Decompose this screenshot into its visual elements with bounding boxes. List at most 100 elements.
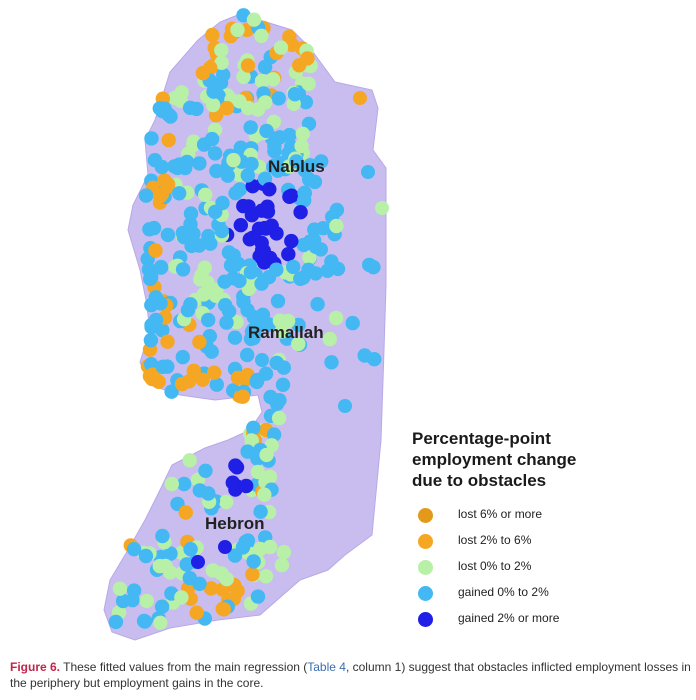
employment-dot xyxy=(259,447,274,463)
employment-dot xyxy=(183,542,198,557)
city-label-nablus: Nablus xyxy=(268,157,325,176)
employment-dot xyxy=(179,557,194,572)
employment-dot xyxy=(137,614,153,629)
employment-dot xyxy=(322,331,337,347)
employment-dot xyxy=(201,312,216,328)
legend: Percentage-point employment change due t… xyxy=(412,428,692,633)
employment-dot xyxy=(145,367,160,382)
employment-dot xyxy=(291,336,306,352)
employment-dot xyxy=(233,218,248,233)
employment-dot xyxy=(338,399,352,413)
legend-label: lost 0% to 2% xyxy=(458,559,532,573)
employment-dot xyxy=(155,528,170,544)
employment-dot xyxy=(184,238,199,254)
employment-dot xyxy=(138,188,154,203)
employment-dot xyxy=(287,87,303,102)
employment-dot xyxy=(203,236,218,251)
legend-item-lost-0-to-2: lost 0% to 2% xyxy=(412,555,692,581)
employment-dot xyxy=(152,558,167,574)
employment-dot xyxy=(246,554,261,569)
employment-dot xyxy=(144,131,159,146)
employment-dot xyxy=(153,260,169,275)
employment-dot xyxy=(244,156,259,172)
employment-dot xyxy=(267,139,282,154)
employment-dot xyxy=(269,396,285,411)
employment-dot xyxy=(152,189,168,204)
employment-dot xyxy=(329,218,344,234)
employment-dot xyxy=(314,154,329,169)
employment-dot xyxy=(216,67,231,83)
employment-dot xyxy=(345,315,360,331)
table-reference-link[interactable]: Table 4 xyxy=(307,660,346,674)
employment-dot xyxy=(230,370,246,385)
employment-dot xyxy=(262,182,277,197)
employment-dot xyxy=(293,271,308,286)
employment-dot xyxy=(219,494,234,510)
employment-dot xyxy=(195,65,211,81)
employment-dot xyxy=(160,334,175,349)
employment-dot xyxy=(361,165,375,179)
employment-dot xyxy=(274,324,289,339)
employment-dot xyxy=(259,123,274,139)
legend-swatch xyxy=(418,534,433,549)
employment-dot xyxy=(220,168,235,183)
city-label-hebron: Hebron xyxy=(205,514,265,533)
employment-dot xyxy=(182,100,198,116)
employment-dot xyxy=(265,72,281,87)
employment-dot xyxy=(281,247,296,262)
employment-dot xyxy=(297,163,312,178)
employment-dot xyxy=(240,168,255,183)
employment-dot xyxy=(233,140,248,155)
employment-dot xyxy=(176,476,192,492)
employment-dot xyxy=(252,541,268,557)
legend-label: lost 2% to 6% xyxy=(458,533,532,547)
employment-dot xyxy=(241,281,256,296)
employment-dot xyxy=(209,163,224,179)
employment-dot xyxy=(225,475,240,490)
legend-label: gained 0% to 2% xyxy=(458,585,549,599)
employment-dot xyxy=(294,138,309,154)
employment-dot xyxy=(192,156,207,171)
employment-dot xyxy=(300,51,315,66)
employment-dot xyxy=(227,330,243,345)
employment-dot xyxy=(215,195,230,211)
employment-dot xyxy=(214,43,229,58)
employment-dot xyxy=(198,463,213,478)
employment-dot xyxy=(270,163,285,178)
employment-dot xyxy=(228,186,243,201)
employment-dot xyxy=(240,444,255,459)
employment-dot xyxy=(324,355,339,370)
employment-dot xyxy=(240,347,255,363)
employment-dot xyxy=(153,615,168,630)
employment-dot xyxy=(221,245,237,260)
legend-swatch xyxy=(418,586,433,601)
employment-dot xyxy=(207,146,223,161)
employment-dot xyxy=(201,486,216,501)
employment-dot xyxy=(126,542,142,557)
employment-dot xyxy=(207,365,222,380)
employment-dot xyxy=(245,230,261,245)
employment-dot xyxy=(146,220,162,236)
employment-dot xyxy=(298,95,314,110)
employment-dot xyxy=(144,269,159,285)
employment-dot xyxy=(196,287,211,302)
employment-dot xyxy=(232,273,247,289)
employment-dot xyxy=(155,103,170,119)
legend-swatch xyxy=(418,560,433,575)
employment-dot xyxy=(271,91,286,106)
employment-dot xyxy=(254,28,269,43)
employment-dot xyxy=(245,567,260,582)
employment-dot xyxy=(235,389,251,404)
employment-dot xyxy=(175,262,191,277)
employment-dot xyxy=(112,581,128,596)
employment-dot xyxy=(276,545,292,560)
employment-dot xyxy=(164,384,179,399)
legend-item-gained-2-or-more: gained 2% or more xyxy=(412,607,692,633)
legend-swatch xyxy=(418,508,433,523)
employment-dot xyxy=(154,159,170,175)
employment-dot xyxy=(243,120,258,135)
employment-dot xyxy=(206,97,221,113)
employment-dot xyxy=(254,203,269,218)
employment-dot xyxy=(261,317,276,332)
legend-title: Percentage-point employment change due t… xyxy=(412,429,577,490)
